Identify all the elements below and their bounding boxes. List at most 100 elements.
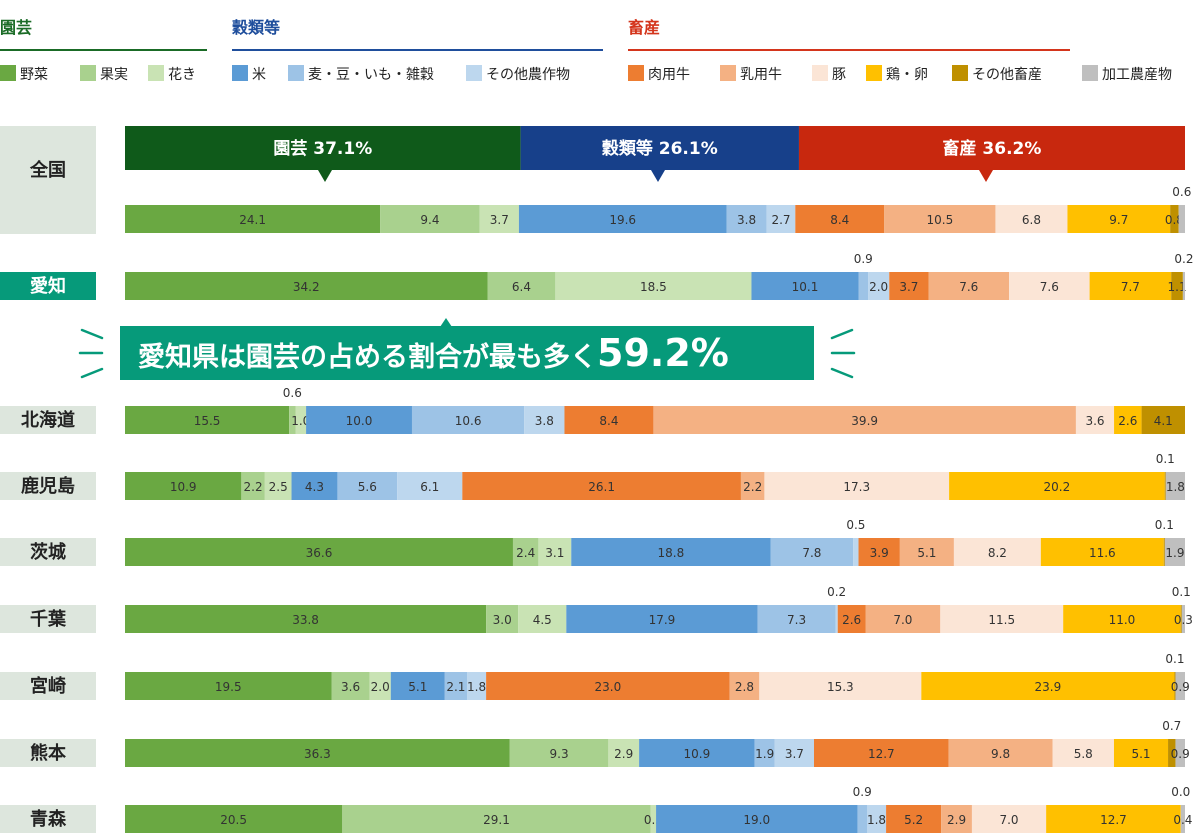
bar-segment (837, 605, 866, 633)
bar-segment (538, 538, 572, 566)
data-label: 9.7 (1109, 213, 1128, 227)
bar-segment (835, 605, 838, 633)
data-label: 0.7 (1162, 719, 1181, 733)
legend-swatch (232, 65, 248, 81)
banner-segment (798, 126, 1185, 170)
bar-segment (1174, 672, 1176, 700)
data-label: 20.5 (220, 813, 247, 827)
bar-segment (650, 805, 657, 833)
data-label: 5.1 (408, 680, 427, 694)
legend-group-title: 園芸 (0, 18, 32, 37)
category-label-bg (0, 739, 96, 767)
data-label: 7.6 (1040, 280, 1059, 294)
bar-segment (518, 605, 567, 633)
callout-text-main: 愛知県は園芸の占める割合が最も多く (138, 341, 597, 373)
bar-segment (941, 805, 972, 833)
data-label: 3.0 (493, 613, 512, 627)
bar-segment (971, 805, 1047, 833)
callout-accent-right (830, 367, 854, 379)
banner-segment (520, 126, 799, 170)
bar-segment (1164, 538, 1185, 566)
data-label: 8.4 (830, 213, 849, 227)
bar-segment (486, 672, 730, 700)
data-label: 0.1 (1172, 585, 1191, 599)
data-label: 18.8 (658, 546, 685, 560)
bar-segment (125, 406, 290, 434)
bar-segment (814, 739, 949, 767)
data-label: 3.8 (737, 213, 756, 227)
data-label: 2.8 (735, 680, 754, 694)
bar-segment (125, 672, 332, 700)
legend-swatch (80, 65, 96, 81)
legend-swatch (866, 65, 882, 81)
data-label: 12.7 (1100, 813, 1127, 827)
data-label: 0.5 (846, 518, 865, 532)
bar-segment (766, 205, 796, 233)
bar-segment (886, 805, 942, 833)
bar-segment (380, 205, 480, 233)
data-label: 26.1 (588, 480, 615, 494)
bar-segment (751, 272, 859, 300)
data-label: 11.0 (1109, 613, 1136, 627)
bar-segment (337, 472, 398, 500)
bar-segment (858, 538, 900, 566)
bar-segment (1175, 739, 1185, 767)
bar-segment (1067, 205, 1171, 233)
callout-box (120, 326, 814, 380)
legend-swatch (466, 65, 482, 81)
data-label: 1.8 (867, 813, 886, 827)
legend-swatch (0, 65, 16, 81)
bar-segment (566, 605, 758, 633)
data-label: 0.1 (1155, 518, 1174, 532)
data-label: 0.0 (1171, 785, 1190, 799)
data-label: 2.2 (743, 480, 762, 494)
bar-segment (125, 538, 513, 566)
banner-label: 畜産 36.2% (943, 138, 1042, 159)
data-label: 15.5 (194, 414, 221, 428)
bar-segment (857, 805, 867, 833)
data-label: 18.5 (640, 280, 667, 294)
data-label: 19.6 (609, 213, 636, 227)
data-label: 2.9 (614, 747, 633, 761)
data-label: 10.6 (455, 414, 482, 428)
bar-segment (868, 272, 890, 300)
bar-segment (774, 739, 814, 767)
data-label: 10.9 (170, 480, 197, 494)
banner-segment (125, 126, 521, 170)
callout-accent-left (80, 367, 104, 379)
data-label: 3.9 (870, 546, 889, 560)
bar-segment (729, 672, 760, 700)
data-label: 10.9 (684, 747, 711, 761)
bar-segment (795, 205, 885, 233)
bar-segment (397, 472, 463, 500)
legend-swatch (288, 65, 304, 81)
bar-segment (865, 605, 941, 633)
bar-segment (948, 739, 1053, 767)
category-label: 北海道 (21, 409, 75, 431)
data-label: 4.3 (305, 480, 324, 494)
bar-segment (740, 472, 765, 500)
bar-segment (754, 739, 775, 767)
bar-segment (1182, 272, 1185, 300)
category-label-bg (0, 272, 96, 300)
data-label: 2.6 (1118, 414, 1137, 428)
bar-segment (125, 472, 242, 500)
data-label: 3.7 (899, 280, 918, 294)
legend-group-title: 穀類等 (231, 18, 280, 37)
bar-segment (1046, 805, 1181, 833)
data-label: 9.3 (550, 747, 569, 761)
bar-segment (726, 205, 767, 233)
data-label: 1.8 (467, 680, 486, 694)
category-label-bg (0, 538, 96, 566)
legend-label: 鶏・卵 (886, 67, 928, 83)
data-label: 17.9 (649, 613, 676, 627)
bar-segment (1114, 406, 1142, 434)
bar-segment (921, 672, 1175, 700)
data-label: 0.2 (1174, 252, 1193, 266)
bar-segment (264, 472, 292, 500)
data-label: 9.4 (420, 213, 439, 227)
bar-segment (295, 406, 307, 434)
bar-segment (369, 672, 391, 700)
data-label: 0.6 (283, 386, 302, 400)
data-label: 36.6 (306, 546, 333, 560)
